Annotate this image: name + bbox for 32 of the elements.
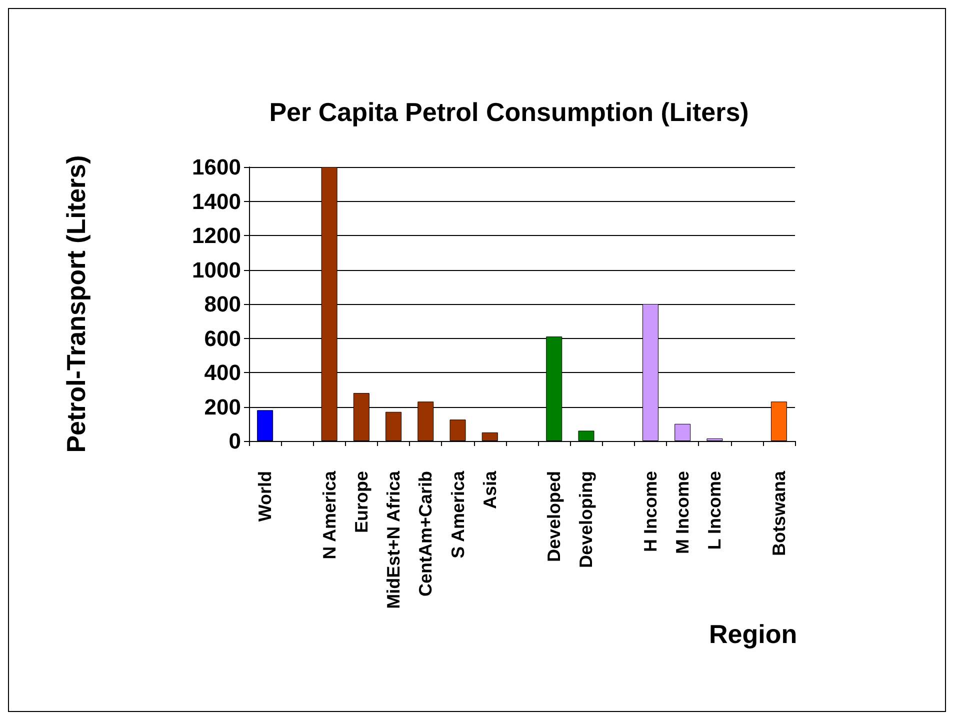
x-tick-label: S America [448,470,468,558]
y-tick-label: 1400 [192,188,241,214]
x-tick-label: N America [319,470,340,560]
x-tick-label: H Income [640,471,660,552]
y-tick-label: 200 [204,394,241,420]
y-tick-label: 600 [204,326,241,351]
bar [386,412,402,441]
x-tick-label: World [255,471,276,522]
chart-title: Per Capita Petrol Consumption (Liters) [269,97,749,127]
x-tick-label: MidEst+N Africa [384,470,404,609]
bar [674,424,691,441]
y-tick-label: 800 [204,292,241,316]
x-tick-label: Developing [576,471,596,568]
bar [578,430,594,441]
y-axis-title: Petrol-Transport (Liters) [61,155,91,453]
y-tick-label: 0 [228,428,241,454]
x-tick-label: L Income [704,471,725,550]
x-tick-label: Asia [480,470,500,510]
x-axis-title: Region [709,619,798,649]
bar [450,420,466,441]
y-tick-label: 1200 [192,223,241,248]
x-tick-label: M Income [672,471,693,554]
bar [257,410,274,441]
x-tick-label: CentAm+Carib [416,471,436,597]
y-tick-label: 1000 [192,257,241,282]
bar [482,432,498,441]
y-tick-label: 1600 [192,154,241,180]
x-tick-label: Developed [544,471,564,562]
y-tick-label: 400 [204,360,241,385]
x-tick-label: Europe [351,471,372,534]
bar [706,438,723,441]
x-tick-label: Botswana [768,470,789,556]
